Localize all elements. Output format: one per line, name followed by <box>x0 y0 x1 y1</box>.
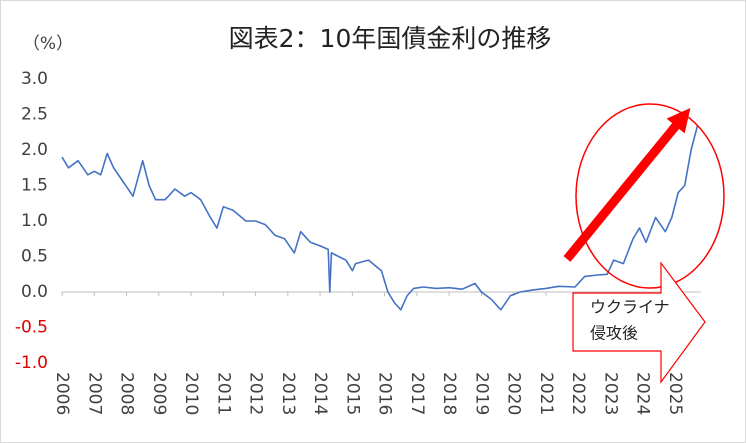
x-tick-label: 2007 <box>84 372 104 415</box>
x-tick-label: 2024 <box>633 372 653 415</box>
x-tick-label: 2010 <box>181 372 201 415</box>
y-tick-label: 2.0 <box>21 140 48 160</box>
trend-arrow <box>563 107 691 262</box>
x-tick-label: 2015 <box>342 372 362 415</box>
y-tick-label: -1.0 <box>15 353 48 373</box>
x-tick-label: 2014 <box>310 372 330 415</box>
y-tick-label: 2.5 <box>21 105 48 125</box>
y-tick-label: 3.0 <box>21 69 48 89</box>
annotation: 侵攻後 <box>590 324 638 343</box>
line-series <box>61 124 699 311</box>
annotation: ウクライナ <box>590 298 670 317</box>
x-tick-label: 2008 <box>117 372 137 415</box>
x-tick-label: 2025 <box>665 372 685 415</box>
x-tick-label: 2016 <box>375 372 395 415</box>
plot: -1.0 -0.5 0.0 0.5 1.0 1.5 2.0 2.5 3.0 2006 2007 200… <box>15 69 701 415</box>
y-unit: （%） <box>23 34 73 54</box>
x-tick-label: 2017 <box>407 372 427 415</box>
y-tick-label: -0.5 <box>15 318 48 338</box>
x-tick-label: 2019 <box>471 372 491 415</box>
y-tick-label: 0.5 <box>21 247 48 267</box>
x-tick-label: 2018 <box>439 372 459 415</box>
x-tick-label: 2020 <box>504 372 524 415</box>
y-tick-label: 1.0 <box>21 211 48 231</box>
x-tick-label: 2011 <box>213 372 233 415</box>
x-tick-label: 2023 <box>600 372 620 415</box>
x-tick-label: 2009 <box>149 372 169 415</box>
x-tick-label: 2012 <box>246 372 266 415</box>
x-tick-label: 2013 <box>278 372 298 415</box>
x-tick-label: 2021 <box>536 372 556 415</box>
y-tick-label: 0.0 <box>21 282 48 302</box>
highlight-ellipse <box>575 103 725 289</box>
chart-title: 図表2：10年国債金利の推移 <box>229 24 552 53</box>
x-tick-label: 2006 <box>52 372 72 415</box>
callout-arrow <box>572 261 706 384</box>
x-tick-label: 2022 <box>568 372 588 415</box>
y-tick-label: 1.5 <box>21 176 48 196</box>
